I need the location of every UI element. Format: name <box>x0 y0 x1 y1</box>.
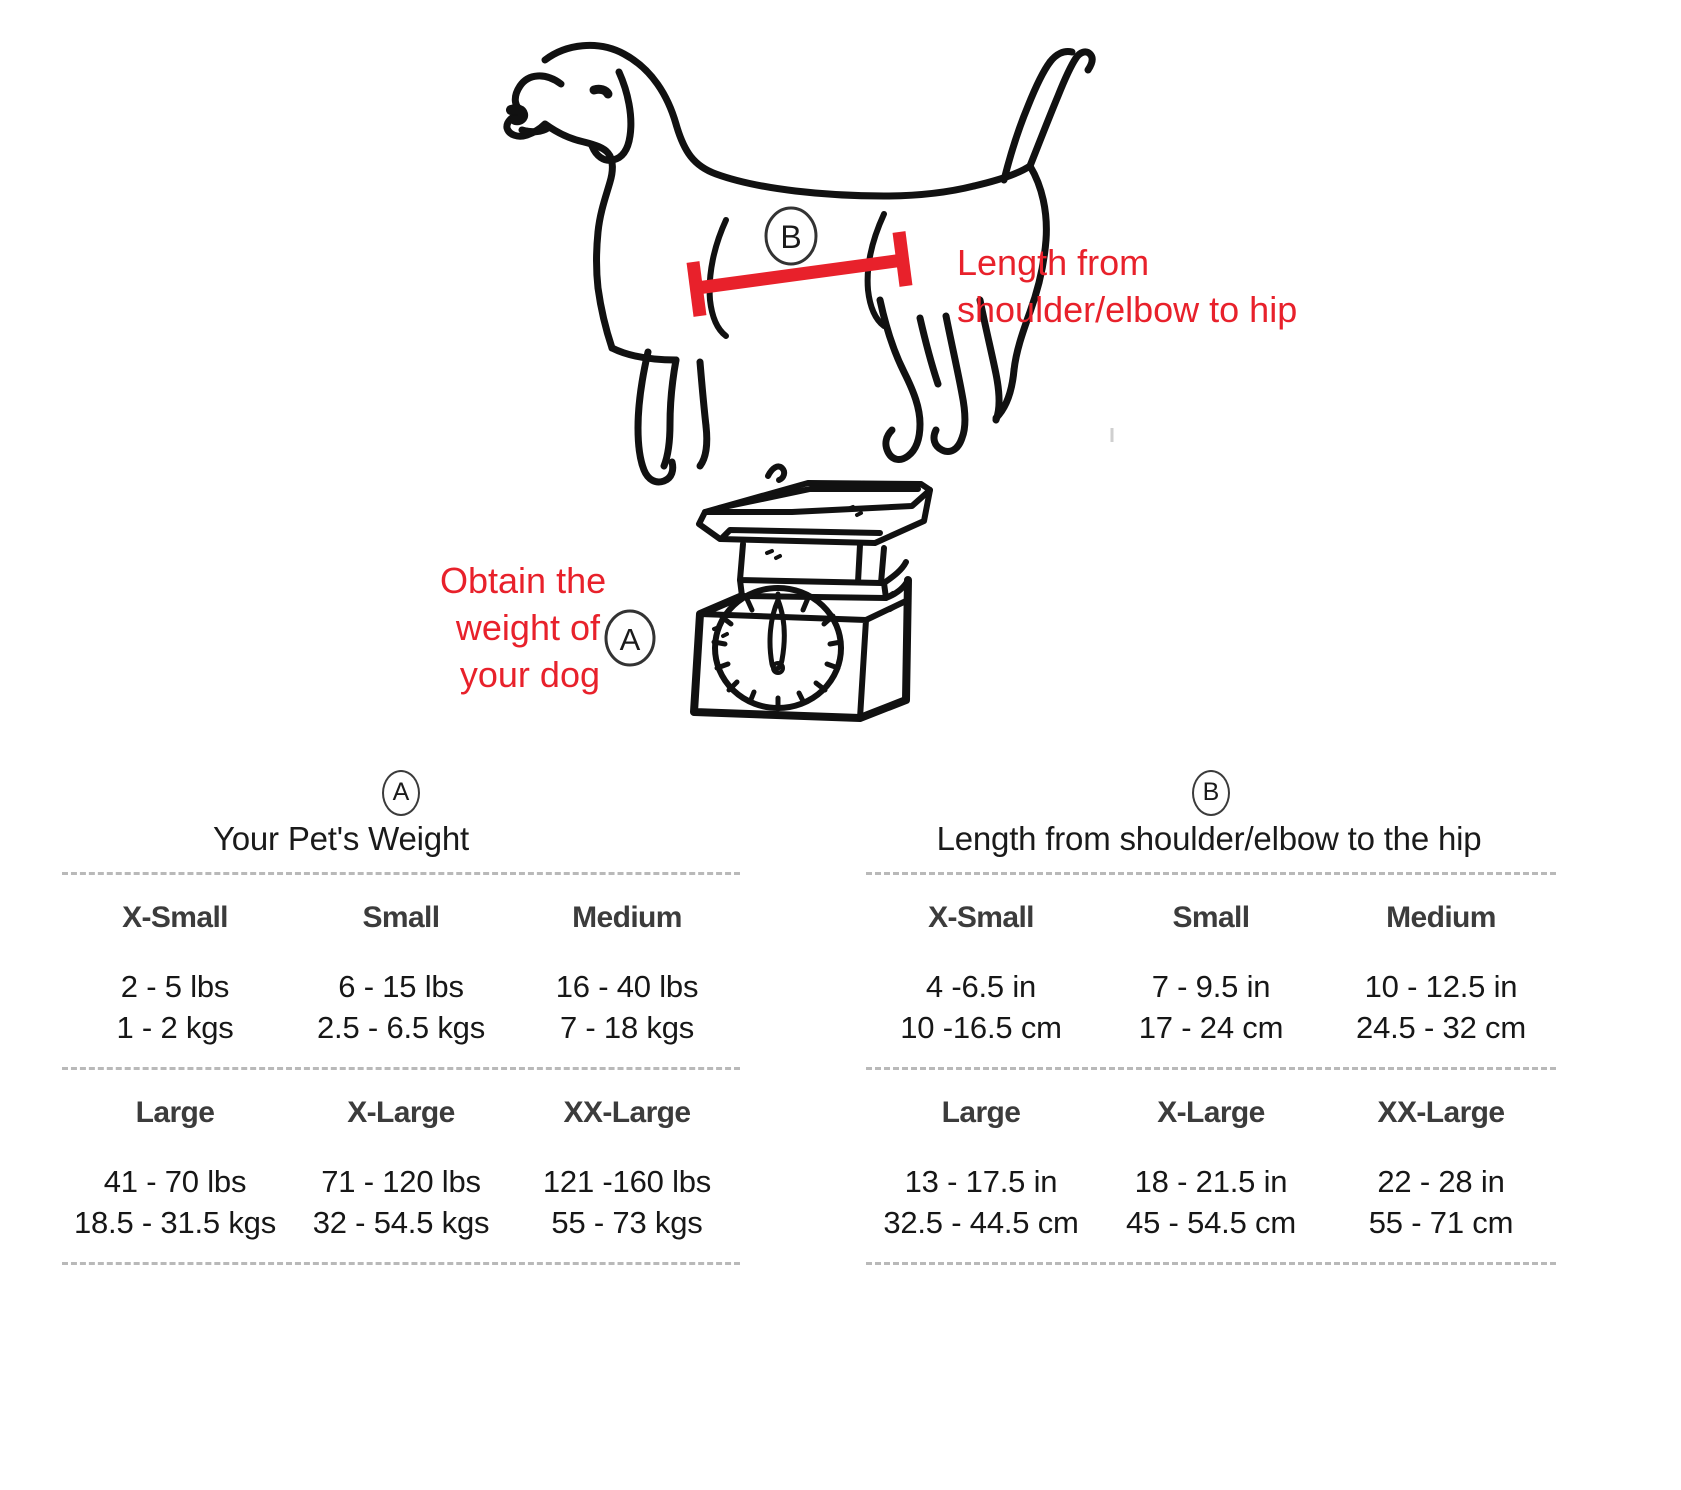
size-label: XX-Large <box>563 1095 692 1129</box>
size-cell: Medium 16 - 40 lbs 7 - 18 kgs <box>514 901 740 1049</box>
size-chart-length: B Length from shoulder/elbow to the hip … <box>866 770 1556 1265</box>
size-values: 71 - 120 lbs 32 - 54.5 kgs <box>288 1162 514 1244</box>
size-value-metric: 45 - 54.5 cm <box>1126 1204 1296 1240</box>
chart-a-badge-row: A <box>62 770 740 816</box>
size-values: 6 - 15 lbs 2.5 - 6.5 kgs <box>288 967 514 1049</box>
marker-b-badge: B <box>1192 770 1230 816</box>
chart-a-divider-top <box>62 872 740 875</box>
size-chart-weight: A Your Pet's Weight X-Small 2 - 5 lbs 1 … <box>62 770 740 1265</box>
size-value-imperial: 2 - 5 lbs <box>120 969 230 1004</box>
size-cell: X-Small 2 - 5 lbs 1 - 2 kgs <box>62 901 288 1049</box>
size-values: 16 - 40 lbs 7 - 18 kgs <box>514 967 740 1049</box>
size-value-imperial: 4 -6.5 in <box>925 969 1037 1004</box>
size-value-imperial: 16 - 40 lbs <box>555 969 699 1004</box>
length-measure-bar <box>686 231 913 317</box>
chart-b-divider-bottom <box>866 1261 1556 1265</box>
size-value-imperial: 41 - 70 lbs <box>103 1163 247 1199</box>
size-value-imperial: 13 - 17.5 in <box>904 1163 1058 1199</box>
size-value-metric: 10 -16.5 cm <box>900 1009 1062 1045</box>
size-cell: X-Small 4 -6.5 in 10 -16.5 cm <box>866 901 1096 1049</box>
size-label: Small <box>1172 901 1250 934</box>
size-cell: X-Large 18 - 21.5 in 45 - 54.5 cm <box>1096 1096 1326 1244</box>
size-label: Medium <box>572 901 682 934</box>
chart-b-row-1: X-Small 4 -6.5 in 10 -16.5 cm Small 7 - … <box>866 875 1556 1067</box>
size-value-metric: 55 - 71 cm <box>1368 1204 1514 1240</box>
size-value-metric: 7 - 18 kgs <box>559 1009 695 1045</box>
size-charts: A Your Pet's Weight X-Small 2 - 5 lbs 1 … <box>0 770 1681 1490</box>
size-cell: Small 7 - 9.5 in 17 - 24 cm <box>1096 901 1326 1049</box>
size-value-imperial: 121 -160 lbs <box>542 1163 712 1199</box>
chart-a-row-2: Large 41 - 70 lbs 18.5 - 31.5 kgs X-Larg… <box>62 1070 740 1262</box>
size-value-imperial: 18 - 21.5 in <box>1134 1163 1288 1199</box>
size-values: 121 -160 lbs 55 - 73 kgs <box>514 1162 740 1244</box>
size-values: 41 - 70 lbs 18.5 - 31.5 kgs <box>62 1162 288 1244</box>
chart-b-divider-top <box>866 872 1556 875</box>
chart-b-divider-mid <box>866 1066 1556 1070</box>
illustration-canvas: B <box>503 41 1114 722</box>
chart-a-divider-mid <box>62 1066 740 1070</box>
chart-b-caption: Length from shoulder/elbow to the hip <box>936 820 1482 857</box>
length-annotation-text: Length from shoulder/elbow to hip <box>957 242 1298 330</box>
size-values: 10 - 12.5 in 24.5 - 32 cm <box>1326 967 1556 1049</box>
kitchen-scale-icon <box>690 463 933 722</box>
size-values: 13 - 17.5 in 32.5 - 44.5 cm <box>866 1162 1096 1244</box>
dog-outline-icon <box>503 41 1096 486</box>
size-values: 18 - 21.5 in 45 - 54.5 cm <box>1096 1162 1326 1244</box>
marker-b-on-dog: B <box>764 206 818 266</box>
size-cell: XX-Large 121 -160 lbs 55 - 73 kgs <box>514 1096 740 1244</box>
size-cell: Small 6 - 15 lbs 2.5 - 6.5 kgs <box>288 901 514 1049</box>
size-value-metric: 32.5 - 44.5 cm <box>883 1204 1079 1240</box>
size-label: Medium <box>1386 901 1496 934</box>
size-label: X-Small <box>928 901 1034 934</box>
marker-a-on-scale: A <box>604 609 656 667</box>
size-label: X-Large <box>1157 1095 1265 1129</box>
size-label: Large <box>941 1095 1021 1129</box>
size-value-metric: 2.5 - 6.5 kgs <box>317 1009 485 1045</box>
size-value-metric: 55 - 73 kgs <box>551 1204 703 1240</box>
size-value-imperial: 71 - 120 lbs <box>321 1163 481 1199</box>
size-cell: Large 41 - 70 lbs 18.5 - 31.5 kgs <box>62 1096 288 1244</box>
size-value-metric: 18.5 - 31.5 kgs <box>73 1204 277 1240</box>
size-value-metric: 32 - 54.5 kgs <box>312 1204 490 1240</box>
size-values: 2 - 5 lbs 1 - 2 kgs <box>62 967 288 1049</box>
chart-a-caption: Your Pet's Weight <box>212 820 470 857</box>
size-value-imperial: 6 - 15 lbs <box>338 969 464 1004</box>
marker-b-label: B <box>780 219 801 255</box>
size-values: 4 -6.5 in 10 -16.5 cm <box>866 967 1096 1049</box>
size-value-metric: 17 - 24 cm <box>1138 1009 1284 1045</box>
marker-a-badge: A <box>382 770 420 816</box>
size-cell: XX-Large 22 - 28 in 55 - 71 cm <box>1326 1096 1556 1244</box>
marker-a-label: A <box>620 622 641 657</box>
weight-annotation-text: Obtain the weight of your dog <box>440 560 607 695</box>
size-label: XX-Large <box>1377 1095 1506 1129</box>
chart-b-row-2: Large 13 - 17.5 in 32.5 - 44.5 cm X-Larg… <box>866 1070 1556 1262</box>
size-label: X-Large <box>347 1095 455 1129</box>
measurement-illustration: B <box>440 41 1298 722</box>
chart-a-row-1: X-Small 2 - 5 lbs 1 - 2 kgs Small 6 - 15… <box>62 875 740 1067</box>
size-label: X-Small <box>122 901 228 934</box>
size-cell: Medium 10 - 12.5 in 24.5 - 32 cm <box>1326 901 1556 1049</box>
size-value-imperial: 10 - 12.5 in <box>1364 969 1518 1004</box>
size-value-imperial: 7 - 9.5 in <box>1151 969 1271 1004</box>
size-label: Large <box>135 1095 215 1129</box>
size-value-metric: 1 - 2 kgs <box>116 1009 234 1045</box>
chart-b-badge-row: B <box>866 770 1556 816</box>
size-values: 22 - 28 in 55 - 71 cm <box>1326 1162 1556 1244</box>
size-value-imperial: 22 - 28 in <box>1377 1163 1505 1199</box>
size-cell: X-Large 71 - 120 lbs 32 - 54.5 kgs <box>288 1096 514 1244</box>
size-value-metric: 24.5 - 32 cm <box>1356 1009 1526 1045</box>
size-label: Small <box>362 901 440 934</box>
size-values: 7 - 9.5 in 17 - 24 cm <box>1096 967 1326 1049</box>
chart-a-divider-bottom <box>62 1261 740 1265</box>
size-cell: Large 13 - 17.5 in 32.5 - 44.5 cm <box>866 1096 1096 1244</box>
